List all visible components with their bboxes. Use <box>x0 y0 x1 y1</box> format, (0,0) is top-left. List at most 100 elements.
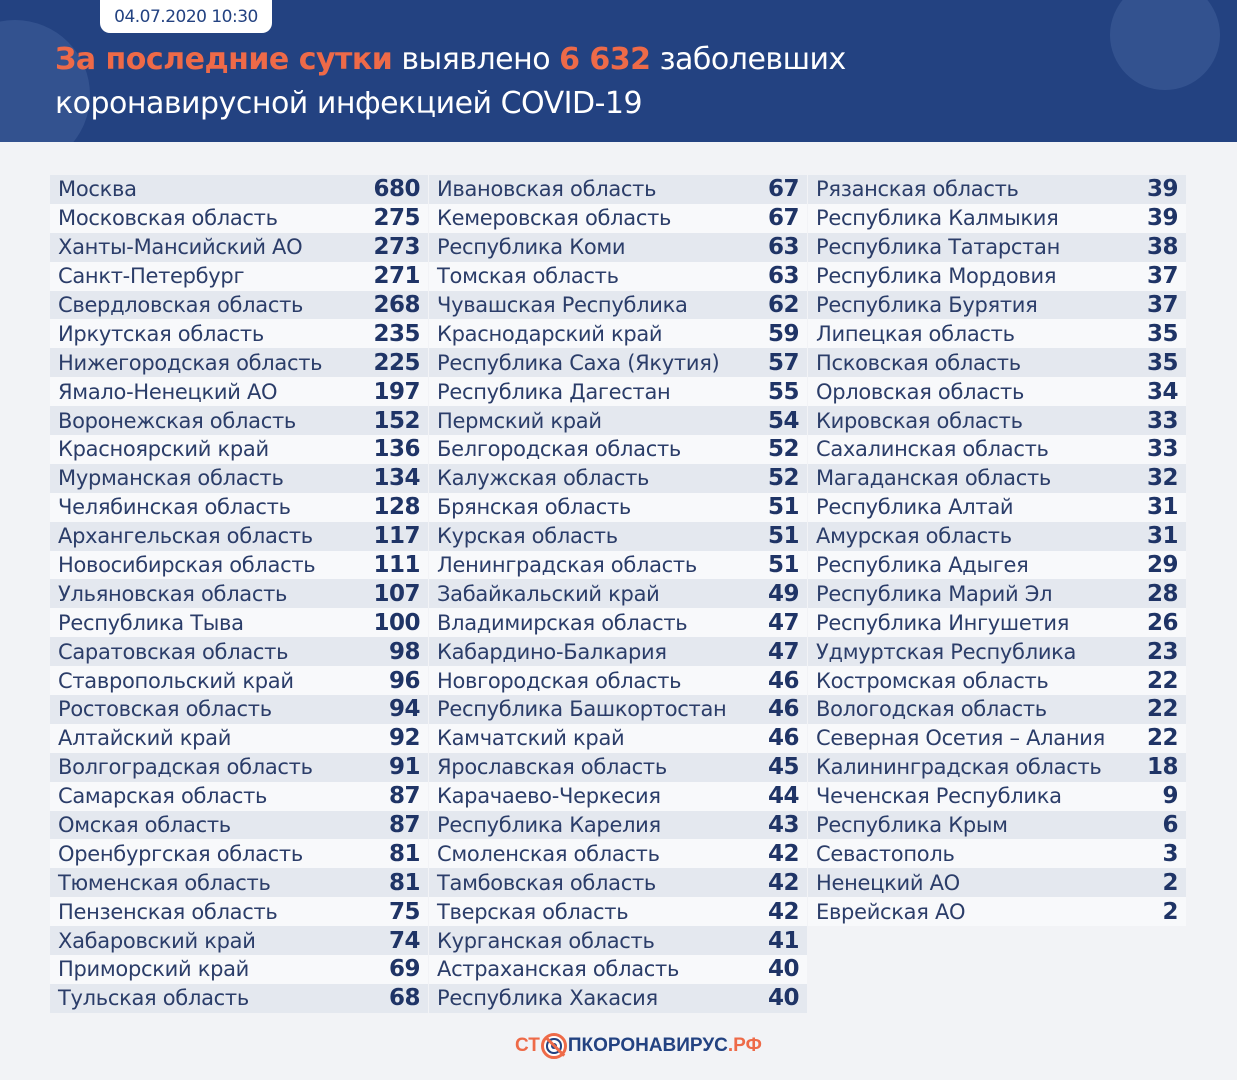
region-name: Сахалинская область <box>816 437 1049 462</box>
case-count: 225 <box>373 349 420 376</box>
case-count: 42 <box>767 840 800 867</box>
table-row: Тюменская область 81 <box>50 868 428 898</box>
region-name: Калужская область <box>437 466 650 491</box>
region-name: Тюменская область <box>58 870 271 895</box>
case-count: 75 <box>388 898 421 925</box>
region-name: Магаданская область <box>816 466 1051 491</box>
case-count: 18 <box>1146 754 1179 781</box>
table-row: Белгородская область 52 <box>429 435 807 464</box>
region-name: Санкт-Петербург <box>58 264 245 289</box>
region-name: Волгоградская область <box>58 755 313 780</box>
table-row: Вологодская область 22 <box>808 695 1186 724</box>
title-line2: коронавирусной инфекцией COVID-19 <box>55 86 643 121</box>
region-name: Нижегородская область <box>58 350 323 375</box>
case-count: 40 <box>767 985 800 1012</box>
table-row: Краснодарский край 59 <box>429 319 807 349</box>
table-column: Рязанская область 39 Республика Калмыкия 39… <box>808 175 1186 1013</box>
case-count: 42 <box>767 869 800 896</box>
table-row: Псковская область 35 <box>808 348 1186 378</box>
case-count: 35 <box>1146 320 1179 347</box>
case-count: 51 <box>767 494 800 521</box>
region-name: Томская область <box>437 264 619 289</box>
table-row: Красноярский край 136 <box>50 435 428 464</box>
region-name: Свердловская область <box>58 293 304 317</box>
case-count: 98 <box>388 638 421 665</box>
case-count: 49 <box>767 580 800 607</box>
case-count: 111 <box>373 552 420 579</box>
case-count: 39 <box>1146 176 1179 203</box>
region-name: Саратовская область <box>58 639 289 664</box>
region-name: Ульяновская область <box>58 581 288 606</box>
case-count: 22 <box>1146 725 1179 752</box>
region-name: Республика Башкортостан <box>437 697 727 722</box>
region-name: Северная Осетия – Алания <box>816 726 1105 751</box>
table-row: Республика Марий Эл 28 <box>808 579 1186 609</box>
case-count: 92 <box>388 725 421 752</box>
table-row: Челябинская область 128 <box>50 492 428 522</box>
table-row: Карачаево-Черкесия 44 <box>429 781 807 811</box>
case-count: 268 <box>373 292 420 318</box>
table-column: Ивановская область 67 Кемеровская область 6… <box>429 175 807 1013</box>
region-name: Еврейская АО <box>816 899 966 924</box>
region-name: Ставропольский край <box>58 668 294 693</box>
table-row: Кемеровская область 67 <box>429 203 807 233</box>
table-row: Республика Крым 6 <box>808 810 1186 840</box>
table-row: Республика Алтай 31 <box>808 492 1186 522</box>
region-name: Карачаево-Черкесия <box>437 784 661 809</box>
region-name: Республика Дагестан <box>437 379 671 404</box>
case-count: 273 <box>373 234 420 261</box>
case-count: 62 <box>767 292 800 318</box>
case-count: 87 <box>388 783 421 810</box>
table-row: Мурманская область 134 <box>50 463 428 493</box>
case-count: 44 <box>767 783 800 810</box>
table-row: Калининградская область 18 <box>808 752 1186 782</box>
table-row: Республика Хакасия 40 <box>429 983 807 1013</box>
table-row: Тамбовская область 42 <box>429 868 807 898</box>
region-name: Оренбургская область <box>58 841 303 866</box>
case-count: 67 <box>767 176 800 203</box>
region-name: Республика Бурятия <box>816 293 1038 317</box>
header-banner: 04.07.2020 10:30 За последние сутки выяв… <box>0 0 1237 142</box>
table-row: Республика Калмыкия 39 <box>808 203 1186 233</box>
case-count: 41 <box>767 927 800 954</box>
case-count: 81 <box>388 840 421 867</box>
table-row: Томская область 63 <box>429 261 807 291</box>
region-name: Севастополь <box>816 841 955 866</box>
case-count: 33 <box>1146 436 1179 463</box>
region-name: Республика Калмыкия <box>816 206 1059 231</box>
region-name: Пермский край <box>437 408 602 433</box>
table-row: Калужская область 52 <box>429 463 807 493</box>
case-count: 134 <box>373 465 420 492</box>
case-count: 51 <box>767 552 800 579</box>
case-count: 152 <box>373 407 420 434</box>
case-count: 33 <box>1146 407 1179 434</box>
region-name: Республика Адыгея <box>816 553 1029 578</box>
region-name: Республика Крым <box>816 813 1008 838</box>
table-row: Кировская область 33 <box>808 406 1186 436</box>
table-row: Республика Коми 63 <box>429 232 807 262</box>
logo-text-2: ПКОРОНАВИРУС <box>567 1035 728 1056</box>
table-row: Магаданская область 32 <box>808 463 1186 493</box>
region-name: Ростовская область <box>58 697 272 722</box>
table-row: Чеченская Республика 9 <box>808 781 1186 811</box>
case-count: 128 <box>373 494 420 521</box>
logo-text-1: СТ <box>515 1035 540 1056</box>
table-row: Новгородская область 46 <box>429 666 807 696</box>
case-count: 46 <box>767 696 800 723</box>
table-row: Владимирская область 47 <box>429 608 807 638</box>
table-row: Приморский край 69 <box>50 955 428 984</box>
case-count: 117 <box>373 523 420 550</box>
table-row: Республика Тыва 100 <box>50 608 428 638</box>
page-title: За последние сутки выявлено 6 632 заболе… <box>55 38 846 126</box>
case-count: 39 <box>1146 205 1179 232</box>
table-row: Республика Адыгея 29 <box>808 550 1186 580</box>
table-row: Алтайский край 92 <box>50 723 428 753</box>
case-count: 59 <box>767 320 800 347</box>
stopkoronavirus-logo: СТ ПКОРОНАВИРУС .РФ <box>515 1033 762 1059</box>
table-row: Тверская область 42 <box>429 897 807 927</box>
case-count: 22 <box>1146 667 1179 694</box>
region-name: Астраханская область <box>437 957 680 982</box>
table-row: Московская область 275 <box>50 203 428 233</box>
case-count: 63 <box>767 263 800 290</box>
table-row: Новосибирская область 111 <box>50 550 428 580</box>
